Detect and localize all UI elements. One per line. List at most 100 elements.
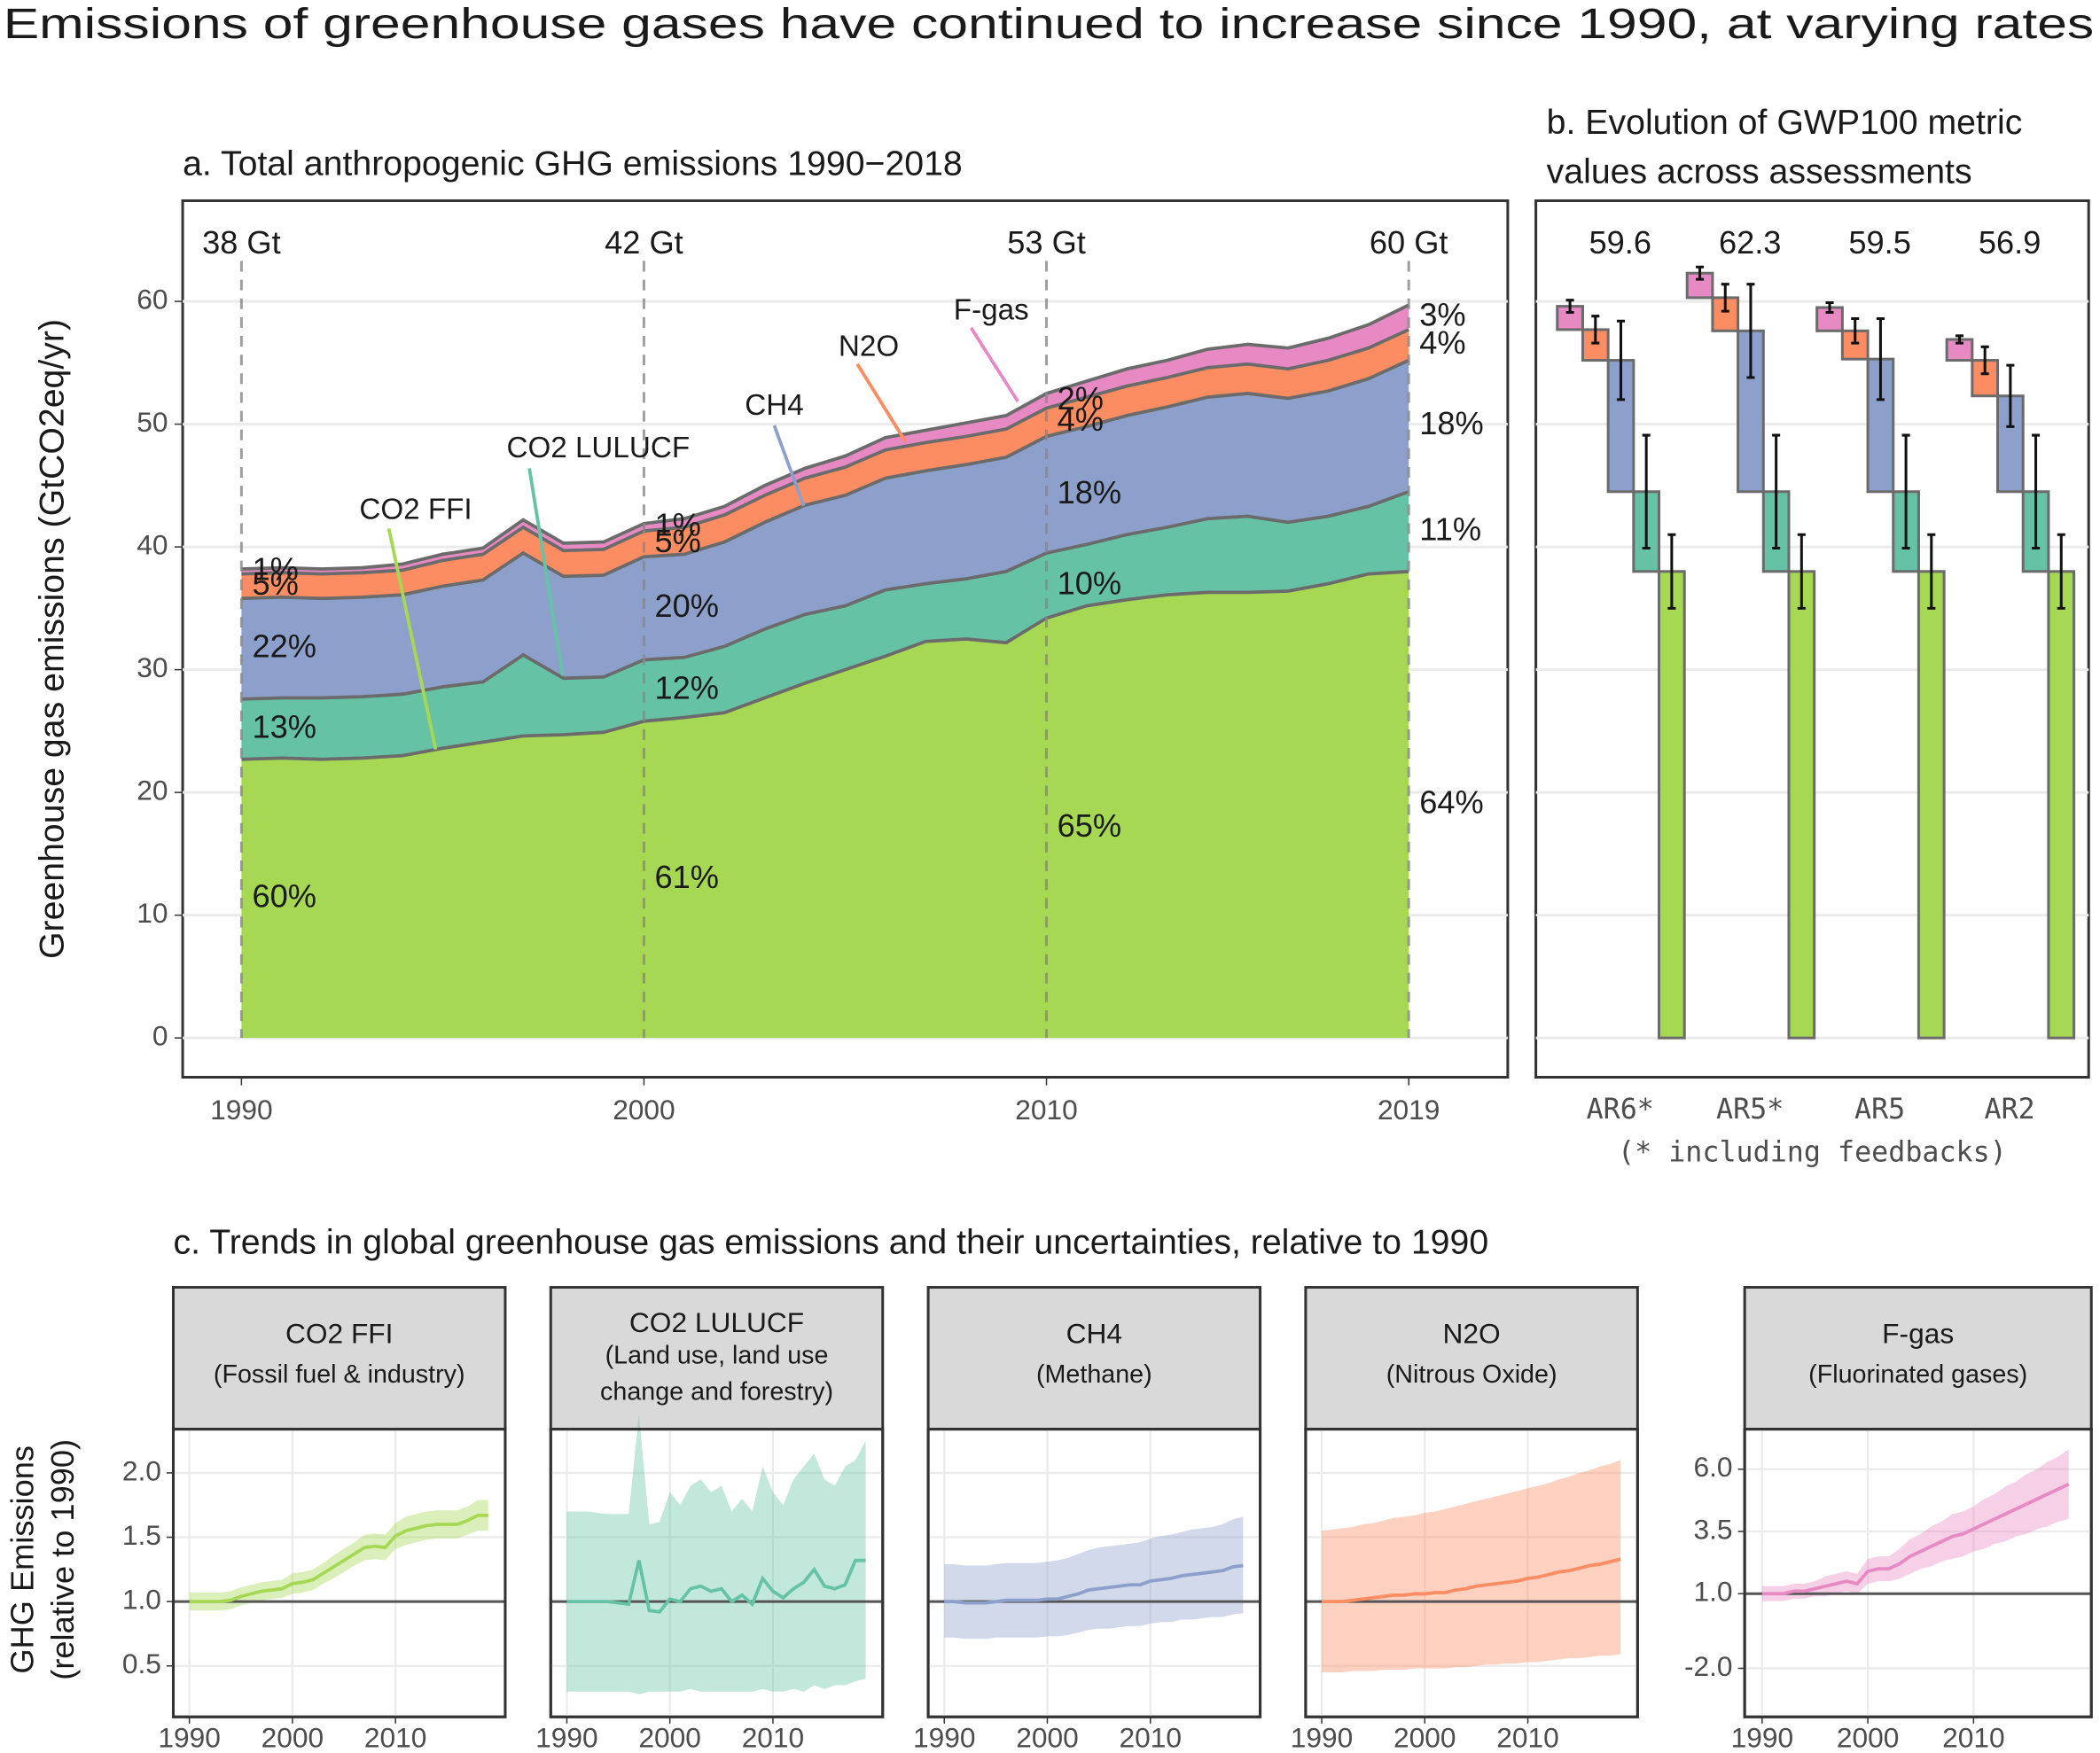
x-tick-label: 1990: [158, 1721, 221, 1753]
y-tick-label: 10: [137, 897, 168, 929]
error-bar: [1746, 283, 1755, 379]
total-label: 59.5: [1848, 224, 1911, 261]
trend-line: [1761, 1482, 2070, 1596]
trend-line: [189, 1513, 488, 1604]
axis-note: (* including feedbacks): [1618, 1137, 2007, 1169]
share-label: 12%: [655, 670, 720, 706]
uncertainty-band: [1761, 1449, 2069, 1601]
total-label: 62.3: [1719, 224, 1782, 261]
share-label: 60%: [252, 878, 316, 915]
bar: [2047, 570, 2076, 1040]
label-leader: [969, 326, 1019, 402]
x-tick-label: AR5: [1854, 1094, 1905, 1126]
area: [241, 491, 1409, 760]
x-tick-label: 2000: [613, 1094, 675, 1126]
plot-border: [1743, 1428, 2093, 1718]
section-title: c. Trends in global greenhouse gas emiss…: [174, 1223, 1489, 1262]
share-label: 65%: [1058, 807, 1122, 844]
strip: [1304, 1286, 1639, 1431]
uncertainty-band: [566, 1414, 866, 1695]
error-bar: [1980, 345, 1989, 376]
x-tick-label: 1990: [1731, 1721, 1794, 1753]
error-bar: [1901, 433, 1910, 549]
strip-subtitle: (Methane): [1036, 1360, 1152, 1389]
strip: [1743, 1286, 2093, 1431]
strip-subtitle: (Fluorinated gases): [1808, 1360, 2027, 1389]
uncertainty-band: [944, 1516, 1244, 1640]
plot-border: [926, 1428, 1262, 1718]
share-label: 20%: [655, 588, 720, 624]
total-label: 56.9: [1979, 224, 2041, 261]
y-tick-label: 1.5: [122, 1519, 161, 1551]
total-label: 53 Gt: [1007, 224, 1086, 261]
x-tick-label: 2000: [1393, 1721, 1456, 1753]
area-edge: [241, 303, 1410, 571]
error-bar: [1927, 533, 1936, 610]
error-bar: [1565, 299, 1574, 315]
area: [241, 329, 1409, 599]
y-tick-label: 2.0: [122, 1454, 161, 1486]
share-label: 1%: [655, 507, 701, 543]
share-label: 2%: [1058, 380, 1104, 417]
error-bar: [1616, 319, 1626, 401]
error-bar: [1825, 300, 1834, 315]
share-label: 22%: [252, 628, 316, 665]
error-bar: [2057, 533, 2065, 610]
total-label: 42 Gt: [605, 224, 683, 261]
share-label: 13%: [252, 708, 316, 744]
x-tick-label: 2000: [1016, 1721, 1079, 1753]
y-tick-label: 20: [137, 775, 168, 806]
error-bar: [1667, 533, 1676, 610]
label-leader: [855, 362, 908, 443]
uncertainty-band: [1322, 1460, 1621, 1672]
y-axis-label: (relative to 1990): [44, 1439, 81, 1680]
area-edge: [241, 489, 1409, 701]
x-tick-label: 2019: [1378, 1094, 1440, 1126]
plot-border: [549, 1428, 885, 1718]
strip: [549, 1286, 885, 1431]
error-bar: [1721, 283, 1729, 313]
share-label: 11%: [1419, 510, 1481, 547]
error-bar: [1797, 533, 1806, 610]
error-bar: [2006, 363, 2015, 428]
x-tick-label: 1990: [210, 1094, 272, 1126]
share-label: 4%: [1058, 401, 1104, 438]
strip-subtitle: (Fossil fuel & industry): [214, 1360, 465, 1389]
error-bar: [1955, 334, 1964, 345]
y-tick-label: 60: [137, 283, 168, 315]
strip-subtitle: (Nitrous Oxide): [1386, 1360, 1557, 1389]
strip-subtitle: change and forestry): [600, 1377, 833, 1406]
label-leader: [772, 425, 806, 507]
share-label: 5%: [655, 523, 701, 559]
strip-subtitle: (Land use, land use: [605, 1342, 829, 1370]
x-tick-label: 1990: [1291, 1721, 1354, 1753]
x-tick-label: 1990: [913, 1721, 976, 1753]
label-leader: [386, 528, 438, 750]
series-label: N2O: [839, 330, 899, 362]
label-leader: [527, 468, 565, 676]
y-tick-label: 1.0: [122, 1584, 161, 1616]
x-tick-label: 2010: [1942, 1721, 2005, 1753]
trend-line: [566, 1558, 866, 1614]
x-tick-label: AR2: [1984, 1094, 2034, 1126]
plot-border: [171, 1428, 507, 1718]
area-edge: [241, 569, 1409, 761]
y-tick-label: 6.0: [1693, 1451, 1732, 1483]
error-bar: [1696, 265, 1705, 281]
x-tick-label: AR5*: [1716, 1094, 1784, 1126]
share-label: 61%: [655, 859, 720, 895]
share-label: 1%: [252, 550, 298, 587]
x-tick-label: 2010: [364, 1721, 427, 1753]
y-tick-label: 30: [137, 651, 168, 683]
error-bar: [1876, 316, 1885, 401]
x-tick-label: 2010: [1015, 1094, 1078, 1126]
panel-title: b. Evolution of GWP100 metric: [1547, 103, 2023, 142]
strip: [926, 1286, 1262, 1431]
x-tick-label: 2010: [1119, 1721, 1182, 1753]
y-axis-label: GHG Emissions: [4, 1445, 40, 1674]
share-label: 5%: [252, 565, 298, 602]
y-tick-label: 1.0: [1693, 1576, 1732, 1608]
x-tick-label: AR6*: [1587, 1094, 1654, 1126]
